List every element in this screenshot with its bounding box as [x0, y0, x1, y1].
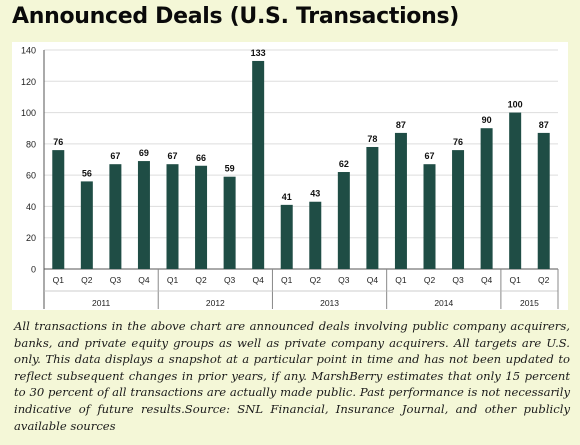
- data-label: 133: [251, 48, 266, 58]
- data-label: 66: [196, 153, 206, 163]
- x-tick-label: Q2: [310, 275, 322, 285]
- chart-panel: 0 20 40 60 80 100 120 140 76 Q1 56 Q2 67 Q3 69 Q4 67 Q1 66…: [12, 42, 568, 310]
- x-tick-label: Q2: [538, 275, 550, 285]
- bar: [137, 161, 150, 269]
- x-tick-label: Q3: [110, 275, 122, 285]
- x-tick-label: Q3: [338, 275, 350, 285]
- year-label: 2015: [520, 298, 539, 308]
- bar: [80, 181, 93, 269]
- bar: [366, 146, 379, 269]
- x-tick-label: Q2: [424, 275, 436, 285]
- bar: [195, 165, 208, 269]
- bar: [423, 164, 436, 269]
- y-tick-label: 20: [26, 233, 36, 243]
- bar: [309, 201, 322, 269]
- chart-title: Announced Deals (U.S. Transactions): [12, 4, 460, 29]
- y-tick-label: 60: [26, 171, 36, 181]
- bar: [252, 60, 265, 270]
- data-label: 76: [453, 137, 463, 147]
- x-tick-label: Q3: [452, 275, 464, 285]
- bar-chart: 0 20 40 60 80 100 120 140 76 Q1 56 Q2 67 Q3 69 Q4 67 Q1 66…: [21, 46, 559, 309]
- x-tick-label: Q1: [509, 275, 521, 285]
- data-label: 78: [367, 134, 377, 144]
- x-tick-label: Q1: [395, 275, 407, 285]
- data-label: 41: [282, 192, 292, 202]
- x-tick-label: Q2: [195, 275, 207, 285]
- bar: [337, 172, 350, 269]
- bar: [223, 176, 236, 269]
- y-tick-label: 120: [21, 77, 36, 87]
- y-tick-label: 0: [31, 265, 36, 275]
- bar: [280, 204, 293, 269]
- data-label: 67: [167, 151, 177, 161]
- bar: [166, 164, 179, 269]
- x-tick-label: Q4: [138, 275, 150, 285]
- data-label: 43: [310, 189, 320, 199]
- year-label: 2013: [320, 298, 339, 308]
- x-tick-label: Q4: [481, 275, 493, 285]
- y-tick-label: 40: [26, 202, 36, 212]
- bar: [452, 150, 465, 269]
- x-tick-label: Q3: [224, 275, 236, 285]
- y-tick-label: 80: [26, 139, 36, 149]
- data-label: 62: [339, 159, 349, 169]
- data-label: 90: [482, 115, 492, 125]
- bar: [509, 112, 522, 269]
- chart-caption: All transactions in the above chart are …: [14, 319, 570, 433]
- data-label: 59: [225, 164, 235, 174]
- x-tick-label: Q4: [367, 275, 379, 285]
- data-label: 69: [139, 148, 149, 158]
- x-tick-label: Q1: [167, 275, 179, 285]
- data-label: 67: [110, 151, 120, 161]
- bar: [52, 150, 65, 269]
- bar: [480, 128, 493, 269]
- data-label: 100: [508, 100, 523, 110]
- y-tick-label: 140: [21, 46, 36, 56]
- year-label: 2014: [434, 298, 453, 308]
- bar: [537, 132, 550, 269]
- x-tick-label: Q1: [281, 275, 293, 285]
- data-label: 76: [53, 137, 63, 147]
- x-tick-label: Q1: [53, 275, 65, 285]
- x-tick-label: Q2: [81, 275, 93, 285]
- data-label: 87: [396, 120, 406, 130]
- x-tick-label: Q4: [252, 275, 264, 285]
- bar: [109, 164, 122, 269]
- year-label: 2012: [206, 298, 225, 308]
- year-label: 2011: [92, 298, 111, 308]
- y-tick-label: 100: [21, 108, 36, 118]
- data-label: 67: [424, 151, 434, 161]
- data-label: 87: [539, 120, 549, 130]
- bar: [394, 132, 407, 269]
- data-label: 56: [82, 168, 92, 178]
